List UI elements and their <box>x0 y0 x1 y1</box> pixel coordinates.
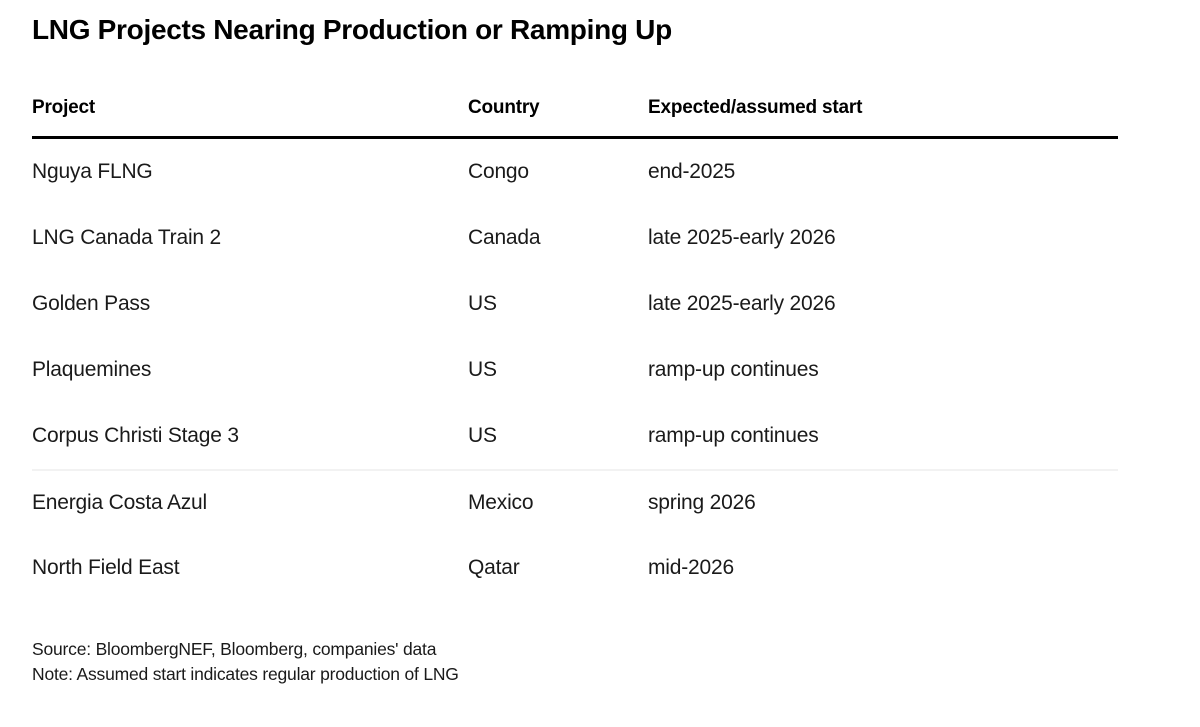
table-row: Nguya FLNG Congo end-2025 <box>32 139 1118 205</box>
country-cell: Congo <box>468 160 529 183</box>
source-note: Source: BloombergNEF, Bloomberg, compani… <box>32 639 437 659</box>
country-cell: US <box>468 358 497 381</box>
start-cell: ramp-up continues <box>648 424 819 447</box>
table-row: Energia Costa Azul Mexico spring 2026 <box>32 469 1118 535</box>
country-cell: Mexico <box>468 491 534 514</box>
project-cell: North Field East <box>32 556 180 579</box>
table-row: LNG Canada Train 2 Canada late 2025-earl… <box>32 205 1118 271</box>
figure-footer: Source: BloombergNEF, Bloomberg, compani… <box>32 637 1118 687</box>
column-header-start: Expected/assumed start <box>648 97 863 118</box>
start-cell: mid-2026 <box>648 556 734 579</box>
start-cell: late 2025-early 2026 <box>648 226 836 249</box>
column-header-project: Project <box>32 97 96 118</box>
table-row: Plaquemines US ramp-up continues <box>32 337 1118 403</box>
column-header-country: Country <box>468 97 540 118</box>
project-cell: Nguya FLNG <box>32 160 153 183</box>
project-cell: Corpus Christi Stage 3 <box>32 424 239 447</box>
table-row: Corpus Christi Stage 3 US ramp-up contin… <box>32 403 1118 469</box>
table-figure: LNG Projects Nearing Production or Rampi… <box>0 10 1118 687</box>
start-cell: late 2025-early 2026 <box>648 292 836 315</box>
table-header-row: Project Country Expected/assumed start <box>32 95 1118 139</box>
country-cell: Qatar <box>468 556 520 579</box>
start-cell: spring 2026 <box>648 491 756 514</box>
assumption-note: Note: Assumed start indicates regular pr… <box>32 664 459 684</box>
table-row: North Field East Qatar mid-2026 <box>32 535 1118 601</box>
page-title: LNG Projects Nearing Production or Rampi… <box>32 14 672 45</box>
start-cell: end-2025 <box>648 160 736 183</box>
country-cell: Canada <box>468 226 541 249</box>
start-cell: ramp-up continues <box>648 358 819 381</box>
country-cell: US <box>468 424 497 447</box>
project-cell: LNG Canada Train 2 <box>32 226 222 249</box>
project-cell: Golden Pass <box>32 292 151 315</box>
project-cell: Plaquemines <box>32 358 152 381</box>
table-row: Golden Pass US late 2025-early 2026 <box>32 271 1118 337</box>
project-cell: Energia Costa Azul <box>32 491 208 514</box>
country-cell: US <box>468 292 497 315</box>
